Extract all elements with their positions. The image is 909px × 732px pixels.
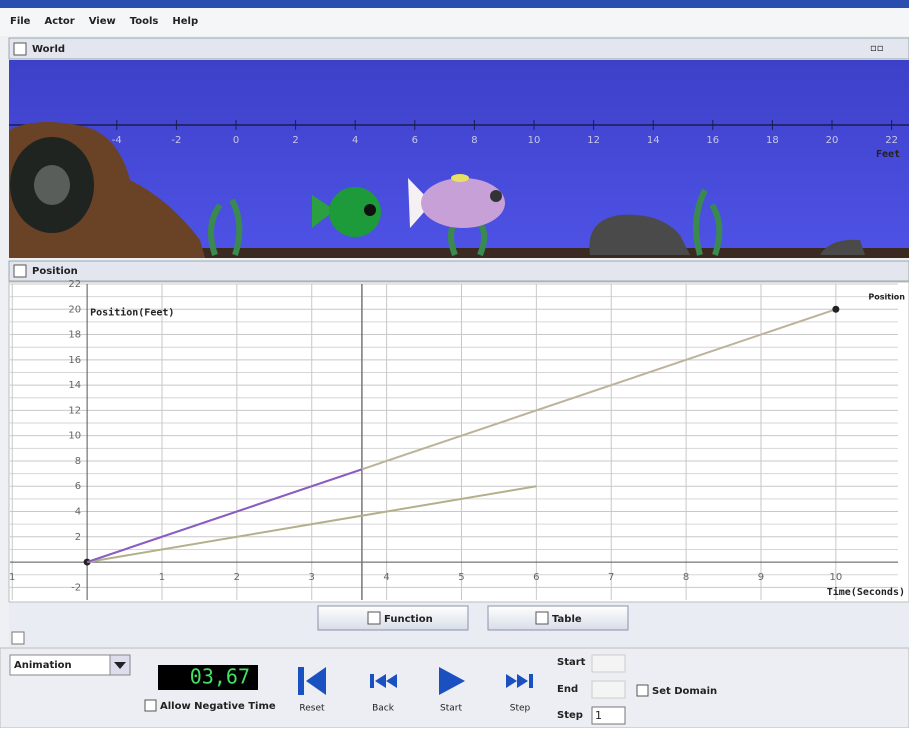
fish-eye xyxy=(490,190,502,202)
field-label: Start xyxy=(557,657,586,668)
panel-icons[interactable]: ▫▫ xyxy=(870,43,884,54)
x-tick-label: 2 xyxy=(234,572,240,583)
x-tick-label: 4 xyxy=(383,572,389,583)
ruler-label: 4 xyxy=(352,135,358,146)
y-tick-label: 12 xyxy=(68,405,81,416)
field-value: 1 xyxy=(595,709,602,722)
icon xyxy=(298,667,304,695)
ruler-label: -4 xyxy=(112,135,122,146)
ruler-label: 22 xyxy=(885,135,898,146)
y-tick-label: 14 xyxy=(68,380,81,391)
checkbox[interactable] xyxy=(145,700,156,711)
button-label: Reset xyxy=(299,704,325,714)
y-tick-label: 16 xyxy=(68,355,81,366)
menu-item[interactable]: View xyxy=(89,16,116,27)
x-tick-label: 1 xyxy=(9,572,15,583)
y-tick-label: 6 xyxy=(75,481,81,492)
app-window: File Actor View Tools Help World ▫▫ -4 -2 0 2 4 6… xyxy=(0,0,909,728)
y-tick-label: 8 xyxy=(75,456,81,467)
y-tick-label: 4 xyxy=(75,507,81,518)
x-tick-label: 1 xyxy=(159,572,165,583)
tab-label: Table xyxy=(552,614,582,625)
dropdown-value: Animation xyxy=(14,660,72,671)
tire-hub xyxy=(34,165,70,205)
checkbox[interactable] xyxy=(536,612,548,624)
menu-item[interactable]: Help xyxy=(172,16,198,27)
checkbox[interactable] xyxy=(14,265,26,277)
y-tick-label: 2 xyxy=(75,532,81,543)
x-tick-label: 6 xyxy=(533,572,539,583)
checkbox-label: Allow Negative Time xyxy=(160,701,276,712)
ruler-label: 6 xyxy=(412,135,418,146)
world-header xyxy=(9,38,909,59)
fish-fin xyxy=(451,174,469,182)
checkbox-label: Set Domain xyxy=(652,686,717,697)
x-tick-label: 9 xyxy=(758,572,764,583)
menu-item[interactable]: Tools xyxy=(130,16,159,27)
y-tick-label: 10 xyxy=(68,431,81,442)
title-strip xyxy=(0,0,909,8)
graph-header xyxy=(9,261,909,281)
pink-fish xyxy=(421,178,505,228)
ruler-label: 14 xyxy=(647,135,660,146)
y-tick-label: -2 xyxy=(71,582,81,593)
field-label: End xyxy=(557,684,578,695)
menu-item[interactable]: Actor xyxy=(44,16,74,27)
tab-label: Function xyxy=(384,614,433,625)
icon xyxy=(370,674,374,688)
x-tick-label: 10 xyxy=(829,572,842,583)
x-axis-title: Time(Seconds) xyxy=(827,586,905,598)
ruler-label: -2 xyxy=(171,135,181,146)
ruler-label: 18 xyxy=(766,135,779,146)
control-bar xyxy=(0,648,909,728)
end-field[interactable] xyxy=(592,681,625,698)
x-tick-label: 3 xyxy=(309,572,315,583)
ruler-label: 0 xyxy=(233,135,239,146)
button-label: Back xyxy=(372,704,395,714)
button-label: Step xyxy=(510,704,531,714)
x-tick-label: 7 xyxy=(608,572,614,583)
icon xyxy=(529,674,533,688)
y-tick-label: 22 xyxy=(68,279,81,290)
start-field[interactable] xyxy=(592,655,625,672)
checkbox[interactable] xyxy=(12,632,24,644)
data-point xyxy=(832,306,839,313)
x-tick-label: 8 xyxy=(683,572,689,583)
ruler-label: 16 xyxy=(706,135,719,146)
panel-title: Position xyxy=(32,266,78,277)
ruler-label: 8 xyxy=(471,135,477,146)
checkbox[interactable] xyxy=(637,685,648,696)
checkbox[interactable] xyxy=(14,43,26,55)
fish-eye xyxy=(364,204,376,216)
button-label: Start xyxy=(440,704,462,714)
field-label: Step xyxy=(557,710,583,721)
y-tick-label: 20 xyxy=(68,304,81,315)
y-tick-label: 18 xyxy=(68,330,81,341)
ruler-unit: Feet xyxy=(876,149,900,160)
x-tick-label: 5 xyxy=(458,572,464,583)
checkbox[interactable] xyxy=(368,612,380,624)
ruler-label: 10 xyxy=(528,135,541,146)
menu-item[interactable]: File xyxy=(10,16,31,27)
ruler-label: 20 xyxy=(826,135,839,146)
ruler-label: 12 xyxy=(587,135,600,146)
time-value: 03,67 xyxy=(190,665,250,689)
y-axis-title: Position(Feet) xyxy=(90,306,174,318)
panel-title: World xyxy=(32,44,65,55)
ruler-label: 2 xyxy=(292,135,298,146)
legend-label: Position xyxy=(868,293,905,302)
